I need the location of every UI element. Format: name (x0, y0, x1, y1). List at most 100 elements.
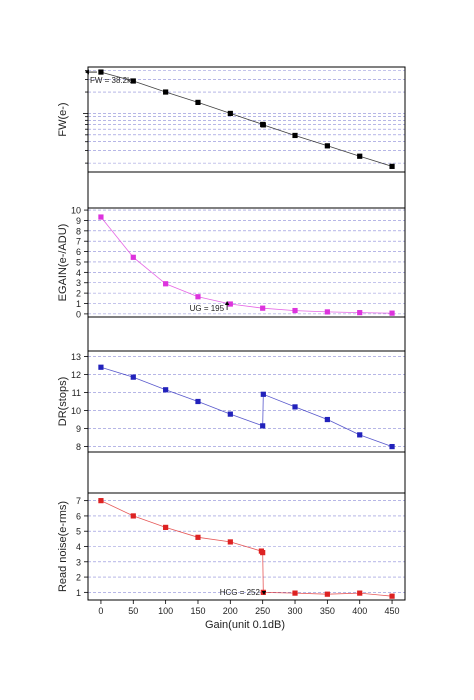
y-tick-label: 7 (76, 496, 81, 506)
x-tick-label: 350 (320, 606, 335, 616)
y-tick-label: 0 (76, 309, 81, 319)
data-point (357, 432, 363, 438)
data-point (389, 163, 395, 169)
y-tick-label: 11 (72, 388, 81, 398)
y-tick-label: 3 (76, 557, 81, 567)
data-point (389, 310, 395, 316)
data-point (292, 404, 298, 410)
y-tick-label: 6 (76, 511, 81, 521)
x-tick-label: 250 (255, 606, 270, 616)
series-line (100, 500, 393, 597)
y-tick-label: 4 (76, 268, 81, 278)
y-tick-label: 2 (76, 289, 81, 299)
x-tick-label: 0 (98, 606, 103, 616)
x-axis-label: Gain(unit 0.1dB) (205, 619, 285, 631)
data-point (98, 69, 104, 75)
data-point (324, 591, 330, 597)
data-point (98, 214, 104, 220)
y-axis-label: EGAIN(e-/ADU) (57, 224, 69, 302)
data-point (195, 294, 201, 300)
x-tick-label: 200 (223, 606, 238, 616)
x-tick-label: 300 (288, 606, 303, 616)
x-tick-label: 400 (352, 606, 367, 616)
panel-1: FW(e-) FW = 38.2k (57, 66, 406, 173)
data-point (98, 364, 104, 370)
data-point (130, 254, 136, 260)
data-point (163, 281, 169, 287)
x-tick-label: 100 (158, 606, 173, 616)
y-tick-label: 12 (71, 370, 81, 380)
y-axis-label: DR(stops) (57, 377, 69, 427)
y-tick-label: 1 (76, 299, 81, 309)
data-point (163, 524, 169, 530)
data-point (227, 539, 233, 545)
y-tick-label: 1 (76, 588, 81, 598)
x-tick-label: 50 (128, 606, 138, 616)
y-tick-label: 13 (71, 352, 81, 362)
y-tick-label: 7 (76, 237, 81, 247)
data-point (324, 143, 330, 149)
y-tick-label: 9 (76, 216, 81, 226)
data-point (163, 387, 169, 393)
data-point (292, 307, 298, 314)
y-axis-label: FW(e-) (57, 102, 69, 136)
panel-4: 1 2 3 4 5 6 7 Read noise(e-rms) HCG = 252 0 50 100 1… (57, 492, 406, 616)
data-point (163, 89, 169, 95)
data-point (130, 374, 136, 380)
series-line (100, 366, 393, 447)
data-point (227, 110, 233, 117)
arrow-head (84, 69, 89, 75)
y-axis-label: Read noise(e-rms) (57, 501, 69, 592)
data-point (357, 590, 363, 596)
data-point (195, 99, 201, 105)
y-tick-label: 5 (76, 257, 81, 267)
data-point (130, 513, 136, 519)
y-tick-label: 10 (71, 206, 81, 216)
data-point (260, 423, 266, 429)
x-tick-label: 150 (190, 606, 205, 616)
x-tick-label: 450 (385, 606, 400, 616)
data-point (195, 398, 201, 405)
y-tick-label: 2 (76, 573, 81, 583)
series-line (100, 216, 393, 314)
data-point (195, 534, 201, 540)
data-point (389, 443, 395, 450)
y-tick-label: 9 (76, 424, 81, 434)
data-point (260, 550, 266, 556)
data-point (227, 411, 233, 417)
panel-spacer (87, 451, 406, 494)
panel-3: 8 9 10 11 12 13 DR(stops) (57, 350, 406, 453)
data-point (324, 416, 330, 423)
data-point (260, 391, 266, 397)
panels: FW(e-)FW = 38.2k012345678910EGAIN(e-/ADU… (57, 66, 406, 616)
data-point (260, 122, 266, 128)
y-tick-label: 10 (71, 406, 81, 416)
y-tick-label: 6 (76, 247, 81, 257)
data-point (260, 305, 266, 311)
data-point (227, 301, 233, 307)
y-tick-label: 8 (76, 226, 81, 236)
panel-spacer (87, 171, 406, 209)
series-line (100, 71, 393, 167)
data-point (357, 153, 363, 159)
annotation-hcg: HCG = 252 (220, 588, 261, 597)
data-point (292, 132, 298, 139)
panel-spacer (87, 316, 406, 352)
data-point (389, 593, 395, 599)
data-point (324, 309, 330, 315)
arrow-head (224, 301, 230, 305)
y-tick-label: 5 (76, 527, 81, 537)
plot-frame (87, 207, 406, 318)
plot-frame (87, 350, 406, 453)
data-point (98, 498, 104, 504)
annotation-fw: FW = 38.2k (90, 76, 132, 85)
y-tick-label: 4 (76, 542, 81, 552)
y-tick-label: 8 (76, 442, 81, 452)
annotation-ug: UG = 195 (190, 304, 225, 313)
y-tick-label: 3 (76, 278, 81, 288)
data-point (357, 310, 363, 316)
data-point (292, 590, 298, 596)
data-point (130, 78, 136, 84)
